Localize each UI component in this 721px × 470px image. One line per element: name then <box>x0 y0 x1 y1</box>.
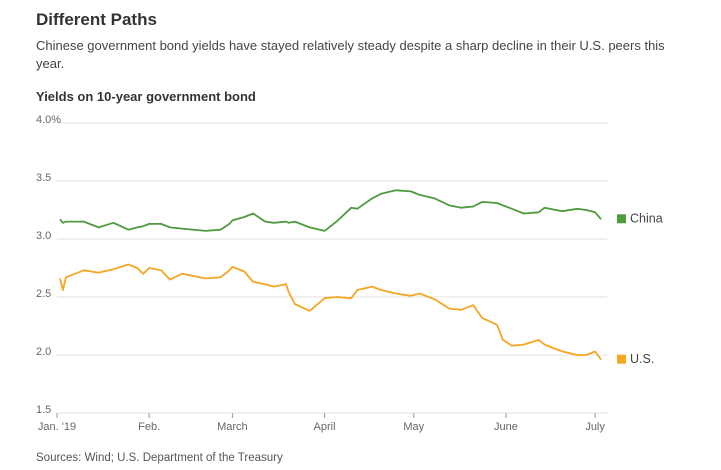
chart-title: Different Paths <box>36 10 157 29</box>
y-tick-label: 2.5 <box>36 288 51 300</box>
y-tick-label: 3.0 <box>36 230 51 242</box>
legend-swatch <box>617 214 626 224</box>
legend-label: China <box>630 212 663 226</box>
y-axis-title: Yields on 10-year government bond <box>36 89 256 104</box>
x-tick-label: April <box>314 421 336 433</box>
y-tick-label: 3.5 <box>36 172 51 184</box>
x-tick-label: May <box>403 421 424 433</box>
legend-swatch <box>617 354 626 364</box>
y-tick-label: 4.0% <box>36 114 61 126</box>
x-tick-label: Jan. '19 <box>38 421 76 433</box>
source: Sources: Wind; U.S. Department of the Tr… <box>36 452 283 464</box>
y-tick-label: 1.5 <box>36 404 51 416</box>
x-tick-label: July <box>585 421 605 433</box>
line <box>59 263 602 361</box>
x-tick-label: Feb. <box>138 421 160 433</box>
chart-subtitle: Chinese government bond yields have stay… <box>36 38 665 71</box>
x-tick-label: March <box>217 421 248 433</box>
y-tick-label: 2.0 <box>36 346 51 358</box>
line <box>59 189 602 232</box>
x-tick-label: June <box>494 421 518 433</box>
legend-label: U.S. <box>630 352 654 366</box>
